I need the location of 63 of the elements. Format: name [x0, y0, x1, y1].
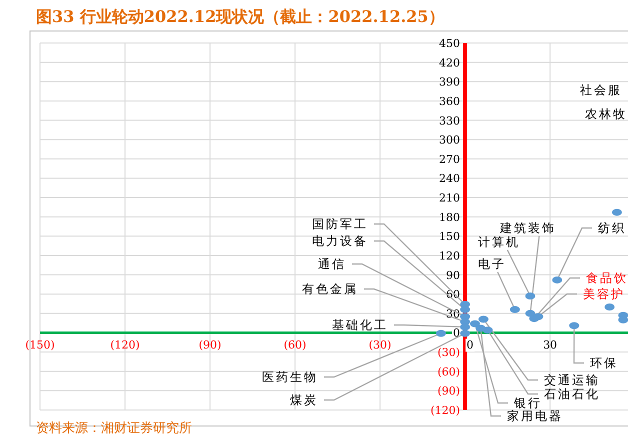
point: [612, 208, 622, 216]
annotation: 基础化工: [332, 318, 388, 332]
point: [618, 316, 628, 324]
point: [470, 320, 480, 328]
chart-title: 图33 行业轮动2022.12现状况（截止：2022.12.25）: [36, 7, 444, 26]
annotation: 交通运输: [544, 373, 600, 387]
x-tick-label: (60): [284, 338, 306, 352]
y-tick-label: (60): [437, 365, 460, 378]
point: [525, 292, 536, 300]
annotation: 农林牧: [585, 107, 627, 121]
annotation: 社会服: [580, 83, 622, 97]
x-tick-label: (150): [25, 338, 55, 352]
annotation: 纺织: [598, 221, 626, 235]
y-tick-label: 330: [439, 114, 460, 128]
point: [460, 306, 470, 314]
point: [478, 316, 488, 323]
point: [533, 313, 544, 320]
annotation: 有色金属: [302, 282, 358, 296]
annotation: 国防军工: [312, 217, 368, 231]
x-tick-label: (120): [110, 338, 140, 352]
y-tick-label: 270: [439, 152, 460, 166]
point: [460, 330, 470, 337]
y-tick-label: 0: [453, 326, 460, 340]
point: [604, 303, 615, 310]
y-tick-label: 150: [439, 230, 460, 244]
y-tick-label: 390: [439, 76, 460, 89]
x-tick-label: (90): [198, 338, 222, 352]
y-tick-label: 180: [439, 210, 460, 224]
annotation: 建筑装饰: [499, 221, 556, 235]
annotation: 煤炭: [290, 393, 318, 407]
text: 资料来源：湘财证券研究所: [36, 421, 192, 434]
y-tick-label: 90: [446, 268, 460, 282]
annotation: 医药生物: [262, 370, 318, 384]
point: [460, 323, 470, 330]
annotation: 食品饮: [586, 271, 628, 285]
y-tick-label: 240: [439, 172, 460, 186]
annotation: 计算机: [478, 235, 520, 249]
y-tick-label: 300: [439, 134, 460, 147]
annotation: 美容护: [583, 287, 625, 301]
y-tick-label: 450: [439, 37, 460, 50]
point: [476, 324, 486, 332]
annotation: 石油石化: [544, 387, 600, 401]
y-tick-label: 420: [439, 56, 460, 70]
annotation: 电力设备: [312, 234, 368, 248]
point: [436, 330, 446, 337]
annotation: 环保: [590, 356, 618, 370]
y-tick-label: (120): [430, 404, 460, 417]
annotation: 电子: [478, 257, 506, 271]
y-tick-label: 30: [446, 307, 460, 320]
point: [569, 322, 580, 330]
y-tick-label: (90): [437, 384, 460, 398]
annotation: 家用电器: [507, 409, 563, 423]
y-tick-label: 210: [439, 192, 460, 205]
point: [552, 276, 562, 284]
point: [510, 306, 520, 314]
x-tick-label: 0: [466, 338, 474, 352]
x-tick-label: 30: [543, 338, 558, 352]
x-tick-label: (30): [368, 338, 392, 352]
point: [525, 310, 536, 317]
y-tick-label: 120: [439, 249, 460, 262]
annotation: 银行: [513, 396, 542, 410]
y-tick-label: 360: [439, 94, 460, 108]
annotation: 通信: [318, 257, 346, 271]
